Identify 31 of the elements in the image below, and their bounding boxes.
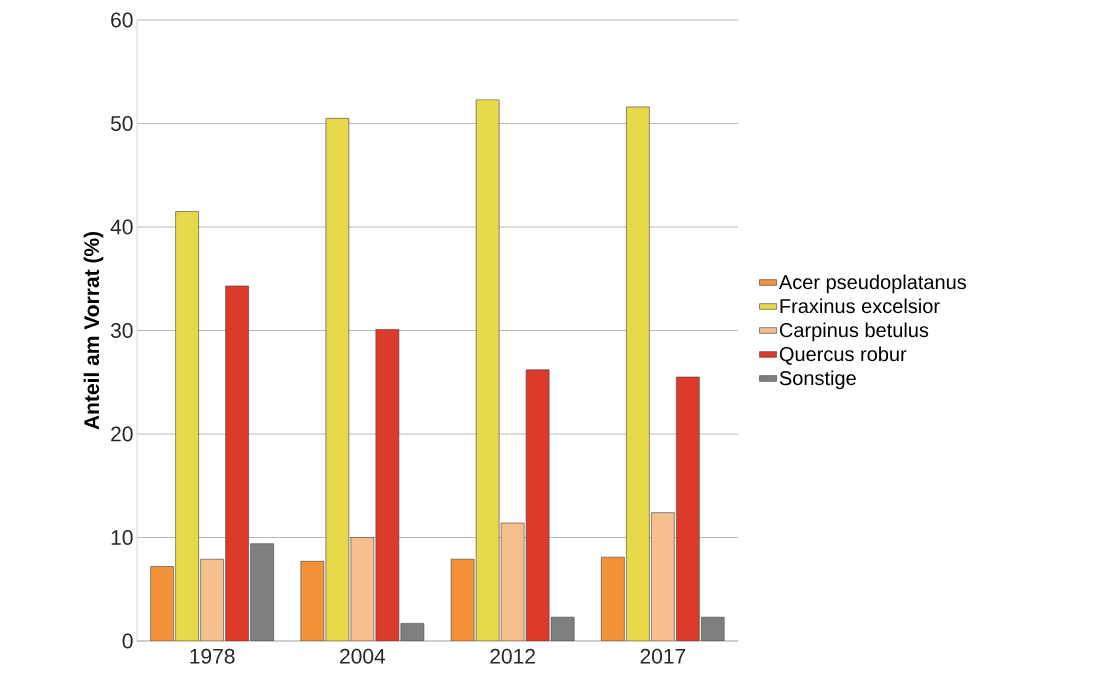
legend-label: Fraxinus excelsior [780,298,940,314]
bar [601,556,625,641]
legend-label: Sonstige [779,370,856,390]
legend-label: Carpinus betulus [779,322,929,342]
bar [500,522,525,641]
bar [475,99,500,641]
bar [676,376,700,641]
y-tick-label: 0 [122,633,133,649]
y-tick-label: 60 [111,12,133,28]
y-tick-label: 50 [110,116,133,131]
x-tick-label: 2017 [640,648,686,664]
y-tick-label: 40 [110,219,133,235]
legend-label: Quercus robur [779,346,907,365]
bar [350,537,375,641]
bar [150,566,174,641]
bar [200,558,224,641]
x-tick-label: 2004 [340,648,386,664]
bar [375,329,400,641]
bar [175,211,199,641]
bar [525,369,550,641]
y-tick-label: 20 [111,426,133,442]
y-tick-label: 10 [111,530,133,545]
y-axis-title: Anteil am Vorrat (%) [83,232,104,430]
bar [225,285,249,641]
bar [325,118,350,641]
x-tick-label: 1978 [190,648,235,664]
legend-label: Acer pseudoplatanus [778,274,967,294]
x-tick-label: 2012 [490,648,535,664]
bar [651,512,675,641]
y-tick-label: 30 [110,323,133,338]
bar [626,106,650,641]
